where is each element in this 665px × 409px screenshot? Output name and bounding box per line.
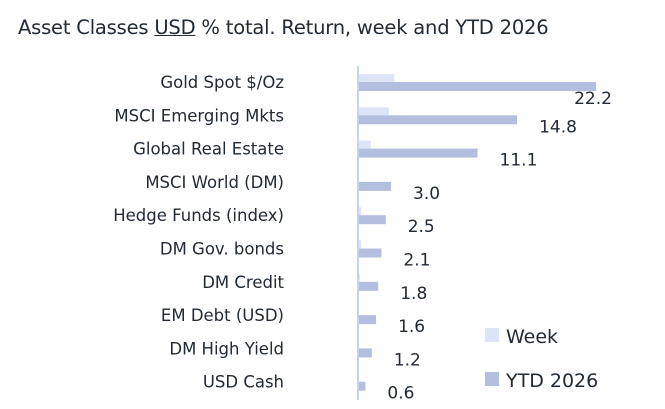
data-label: 11.1 — [500, 151, 538, 171]
data-label: 2.5 — [408, 217, 435, 237]
bar-week — [359, 273, 361, 282]
category-label: USD Cash — [203, 373, 284, 392]
bar-week — [359, 107, 389, 116]
data-label: 2.1 — [403, 251, 430, 271]
bar-ytd — [359, 115, 518, 125]
data-label: 22.2 — [574, 89, 612, 109]
category-label: MSCI World (DM) — [145, 173, 284, 192]
category-label: MSCI Emerging Mkts — [114, 106, 284, 125]
data-label: 1.8 — [400, 284, 427, 304]
bar-week — [359, 207, 362, 216]
bar-ytd — [359, 181, 392, 191]
chart-title: Asset Classes USD % total. Return, week … — [18, 16, 549, 39]
bar-week — [359, 140, 371, 149]
category-label: DM Gov. bonds — [160, 240, 284, 259]
category-label: Hedge Funds (index) — [113, 206, 284, 225]
title-currency: USD — [154, 16, 196, 39]
bar-ytd — [359, 281, 379, 291]
bar-ytd — [359, 381, 366, 391]
bar-ytd — [359, 215, 386, 225]
data-label: 1.6 — [398, 317, 425, 337]
title-part: % total. Return, week and YTD 2026 — [195, 16, 549, 39]
legend-swatch-ytd — [485, 372, 499, 386]
category-label: DM Credit — [202, 273, 284, 292]
category-label: EM Debt (USD) — [161, 306, 284, 325]
data-label: 14.8 — [539, 117, 577, 137]
category-label: DM High Yield — [169, 339, 284, 358]
bar-ytd — [359, 82, 597, 91]
category-label: Gold Spot $/Oz — [160, 73, 284, 92]
bar-week — [359, 74, 395, 82]
legend-swatch-week — [485, 328, 499, 342]
bar-ytd — [359, 248, 382, 258]
bar-ytd — [359, 348, 372, 358]
data-label: 3.0 — [413, 184, 440, 204]
bar-week — [359, 240, 362, 249]
bar-ytd — [359, 148, 478, 158]
data-label: 0.6 — [387, 384, 414, 404]
legend-label-week: Week — [506, 326, 558, 348]
data-label: 1.2 — [394, 350, 421, 370]
category-label: Global Real Estate — [133, 140, 284, 159]
legend-label-ytd: YTD 2026 — [505, 370, 598, 392]
bar-ytd — [359, 315, 377, 325]
title-part: Asset Classes — [18, 16, 155, 39]
